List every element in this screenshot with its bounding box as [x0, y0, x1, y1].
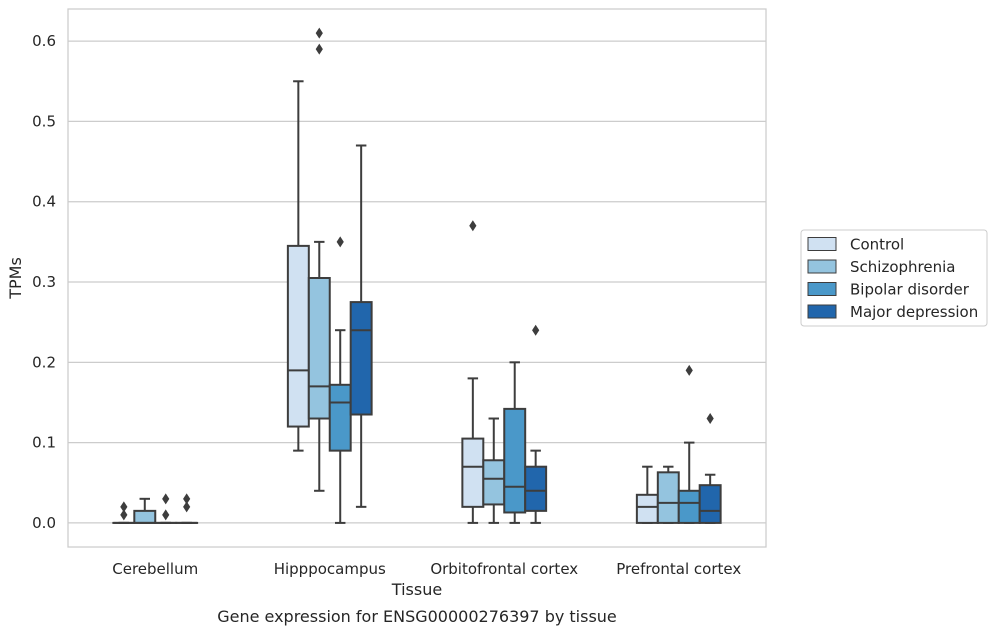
legend-swatch: [807, 237, 837, 251]
outlier-point: [336, 236, 344, 248]
plot-area: [68, 9, 766, 547]
figure-caption: Gene expression for ENSG00000276397 by t…: [217, 607, 617, 626]
y-gridlines: [68, 40, 766, 524]
legend: Control Schizophrenia Bipolar disorder Majo…: [800, 229, 988, 327]
outlier-point: [120, 509, 128, 521]
x-tick-label: Cerebellum: [112, 560, 198, 578]
y-axis-title: TPMs: [6, 257, 25, 300]
legend-label: Control: [850, 236, 904, 254]
box: [677, 489, 701, 524]
box-plot: [635, 465, 659, 524]
x-axis-title: Tissue: [391, 580, 442, 599]
x-tick-label: Hipppocampus: [274, 560, 386, 578]
outlier-point: [315, 43, 323, 55]
legend-label: Bipolar disorder: [850, 281, 970, 299]
box: [307, 277, 331, 420]
y-tick-label: 0.2: [32, 353, 56, 371]
legend-frame: [800, 229, 988, 327]
box-plot: [307, 27, 331, 492]
box-plot: [286, 80, 310, 452]
y-tick-label: 0.6: [32, 32, 56, 50]
box: [482, 459, 506, 506]
box: [133, 509, 157, 524]
box: [524, 465, 548, 512]
outlier-point: [162, 493, 170, 505]
legend-swatch: [807, 282, 837, 296]
x-tick-labels: Cerebellum Hipppocampus Orbitofrontal cort…: [112, 560, 741, 578]
y-tick-label: 0.1: [32, 434, 56, 452]
box: [698, 484, 722, 524]
box: [503, 407, 527, 514]
y-tick-label: 0.5: [32, 112, 56, 130]
box: [656, 471, 680, 524]
box-plots: [112, 27, 722, 524]
outlier-point: [162, 509, 170, 521]
box-plot: [349, 144, 373, 508]
outlier-point: [469, 220, 477, 232]
box: [461, 437, 485, 508]
legend-label: Schizophrenia: [850, 258, 955, 276]
outlier-point: [120, 501, 128, 513]
box-plot: [656, 465, 680, 524]
box: [328, 383, 352, 452]
y-tick-label: 0.4: [32, 193, 56, 211]
box-plot: [503, 361, 527, 524]
box-plot: [698, 413, 722, 524]
box: [635, 493, 659, 524]
box-plot: [328, 236, 352, 524]
legend-swatch: [807, 304, 837, 319]
box: [286, 244, 310, 428]
box-plot: [133, 497, 157, 524]
outlier-point: [532, 324, 540, 336]
plot-frame: [67, 8, 767, 548]
box-plot: [524, 324, 548, 524]
y-tick-label: 0.3: [32, 273, 56, 291]
box: [349, 301, 373, 416]
x-tick-label: Orbitofrontal cortex: [430, 560, 578, 578]
box-plot: [175, 493, 199, 524]
legend-swatch: [807, 259, 837, 274]
outlier-point: [685, 364, 693, 376]
y-tick-labels: 0.0 0.1 0.2 0.3 0.4 0.5 0.6: [32, 32, 56, 532]
legend-label: Major depression: [850, 303, 978, 321]
x-tick-label: Prefrontal cortex: [616, 560, 741, 578]
outlier-point: [183, 501, 191, 513]
y-tick-label: 0.0: [32, 514, 56, 532]
outlier-point: [183, 493, 191, 505]
box-plot: [461, 220, 485, 524]
outlier-point: [706, 413, 714, 425]
outlier-point: [315, 27, 323, 39]
